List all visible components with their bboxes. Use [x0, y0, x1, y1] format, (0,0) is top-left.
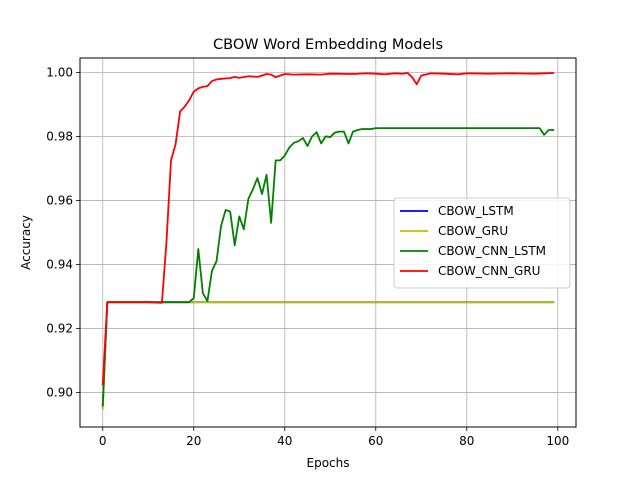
legend-label: CBOW_LSTM	[438, 204, 514, 218]
series-line-cbow-cnn-lstm	[101, 127, 555, 407]
y-tick-label: 0.94	[46, 257, 73, 271]
legend-box	[393, 197, 571, 289]
x-axis-label: Epochs	[307, 456, 350, 470]
series-line-cbow-cnn-gru	[101, 72, 555, 386]
y-tick-label: 0.96	[46, 193, 73, 207]
y-tick-label: 0.90	[46, 385, 73, 399]
x-tick-label: 80	[459, 434, 474, 448]
legend: CBOW_LSTM CBOW_GRU CBOW_CNN_LSTM CBOW_CNN_G…	[393, 197, 571, 289]
x-tick-label: 60	[368, 434, 383, 448]
x-tick-label: 0	[99, 434, 107, 448]
axis-ticks: 0 20 40 60 80 100 0.90 0.92 0.94 0.96 0.98 1.00	[46, 65, 569, 448]
series-layer	[101, 72, 555, 411]
legend-label: CBOW_CNN_LSTM	[438, 244, 546, 258]
legend-label: CBOW_CNN_GRU	[438, 264, 540, 278]
y-tick-label: 0.92	[46, 321, 73, 335]
x-tick-label: 40	[277, 434, 292, 448]
x-tick-label: 20	[186, 434, 201, 448]
legend-label: CBOW_GRU	[438, 224, 508, 238]
plot-frame	[79, 57, 577, 428]
chart-title: CBOW Word Embedding Models	[213, 37, 443, 53]
y-axis-label: Accuracy	[19, 215, 33, 270]
x-tick-label: 100	[546, 434, 569, 448]
y-tick-label: 0.98	[46, 129, 73, 143]
y-tick-label: 1.00	[46, 65, 73, 79]
